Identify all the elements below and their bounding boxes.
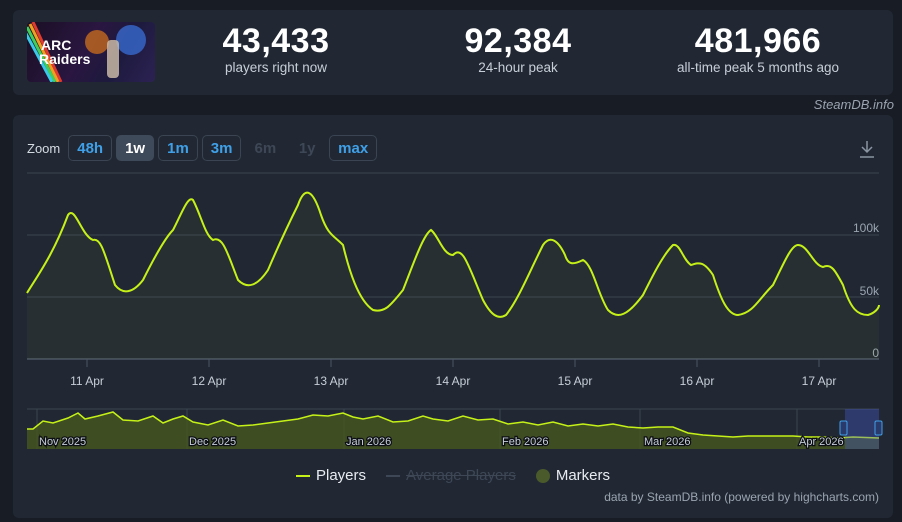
peak-24h-value: 92,384	[464, 22, 572, 60]
current-players-value: 43,433	[222, 22, 330, 60]
y-tick-100k: 100k	[853, 221, 880, 235]
x-tick-12apr: 12 Apr	[192, 374, 227, 388]
legend-average-players[interactable]: Average Players	[386, 467, 516, 484]
zoom-1m-button[interactable]: 1m	[158, 135, 198, 161]
x-tick-14apr: 14 Apr	[436, 374, 471, 388]
x-tick-17apr: 17 Apr	[802, 374, 837, 388]
chart-credit[interactable]: data by SteamDB.info (powered by highcha…	[604, 490, 879, 504]
all-time-peak-label: all-time peak 5 months ago	[676, 60, 840, 75]
zoom-1y-button: 1y	[298, 139, 316, 157]
players-line	[26, 191, 880, 318]
nav-tick-mar2026: Mar 2026	[644, 436, 690, 448]
zoom-1w-button[interactable]: 1w	[116, 135, 155, 161]
peak-24h-label: 24-hour peak	[478, 60, 558, 75]
zoom-controls: Zoom 48h 1w 1m 3m 6m 1y max	[27, 135, 378, 161]
navigator-area	[27, 412, 879, 449]
game-header-image[interactable]: ARC Raiders	[27, 22, 155, 82]
nav-tick-feb2026: Feb 2026	[502, 436, 548, 448]
x-tick-11apr: 11 Apr	[70, 374, 104, 388]
all-time-peak-value: 481,966	[694, 22, 822, 60]
nav-tick-jan2026: Jan 2026	[346, 436, 391, 448]
player-chart-panel: Zoom 48h 1w 1m 3m 6m 1y max 100k 50k 0 1…	[13, 115, 893, 518]
legend-players-label: Players	[316, 467, 367, 484]
y-tick-50k: 50k	[860, 284, 880, 298]
players-area	[27, 192, 879, 359]
x-tick-16apr: 16 Apr	[680, 374, 715, 388]
legend-markers-label: Markers	[555, 467, 610, 484]
y-tick-0: 0	[872, 346, 879, 360]
zoom-48h-button[interactable]: 48h	[68, 135, 113, 161]
svg-text:ARC: ARC	[41, 37, 71, 53]
nav-tick-nov2025: Nov 2025	[39, 436, 86, 448]
x-tick-15apr: 15 Apr	[558, 374, 593, 388]
nav-tick-dec2025: Dec 2025	[189, 436, 236, 448]
game-logo-art: ARC Raiders	[27, 22, 146, 82]
current-players-stat: 43,433 players right now	[191, 22, 361, 76]
svg-text:Raiders: Raiders	[39, 51, 91, 67]
nav-tick-apr2026: Apr 2026	[799, 436, 844, 448]
legend-average-players-label: Average Players	[406, 467, 516, 484]
legend-markers[interactable]: Markers	[535, 467, 610, 484]
stats-header: ARC Raiders 43,433 players right now 92,…	[13, 10, 893, 95]
average-players-line-swatch	[386, 474, 401, 477]
navigator-handle-left[interactable]	[839, 420, 848, 436]
player-count-chart[interactable]: 100k 50k 0 11 Apr 12 Apr 13 Apr 14 Apr 1…	[13, 115, 893, 518]
navigator-handle-right[interactable]	[874, 420, 883, 436]
zoom-6m-button: 6m	[254, 139, 277, 157]
peak-24h-stat: 92,384 24-hour peak	[433, 22, 603, 76]
zoom-max-button[interactable]: max	[329, 135, 378, 161]
navigator-selection	[845, 409, 879, 449]
all-time-peak-stat: 481,966 all-time peak 5 months ago	[658, 22, 858, 76]
current-players-label: players right now	[224, 60, 328, 75]
chart-legend: Players Average Players Markers	[13, 467, 893, 484]
players-line-swatch	[296, 474, 310, 477]
x-tick-13apr: 13 Apr	[314, 374, 349, 388]
legend-players[interactable]: Players	[296, 467, 366, 484]
steamdb-credit[interactable]: SteamDB.info	[813, 97, 894, 112]
zoom-label: Zoom	[27, 140, 61, 156]
download-icon[interactable]	[858, 139, 876, 159]
markers-dot-icon	[535, 468, 550, 483]
navigator[interactable]: Nov 2025 Dec 2025 Jan 2026 Feb 2026 Mar …	[27, 408, 883, 449]
zoom-3m-button[interactable]: 3m	[201, 135, 242, 161]
navigator-line	[27, 411, 880, 439]
